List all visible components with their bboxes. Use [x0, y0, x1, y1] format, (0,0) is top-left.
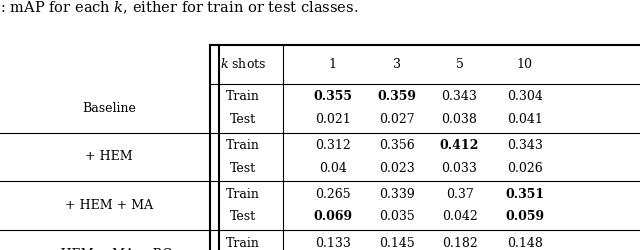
Text: 5: 5 [456, 58, 463, 71]
Text: Test: Test [230, 162, 256, 174]
Text: 0.04: 0.04 [319, 162, 347, 174]
Text: 1: 1 [329, 58, 337, 71]
Text: + HEM: + HEM [85, 150, 132, 164]
Text: 0.351: 0.351 [505, 188, 545, 201]
Text: + HEM + MA + BC: + HEM + MA + BC [46, 248, 172, 250]
Text: 0.035: 0.035 [379, 210, 415, 223]
Text: 0.412: 0.412 [440, 139, 479, 152]
Text: Test: Test [230, 210, 256, 223]
Text: Train: Train [227, 188, 260, 201]
Text: 0.355: 0.355 [314, 90, 352, 104]
Text: 0.182: 0.182 [442, 237, 477, 250]
Text: 0.033: 0.033 [442, 162, 477, 174]
Text: 0.356: 0.356 [379, 139, 415, 152]
Text: Train: Train [227, 139, 260, 152]
Text: 0.038: 0.038 [442, 113, 477, 126]
Text: 0.145: 0.145 [379, 237, 415, 250]
Text: 0.021: 0.021 [315, 113, 351, 126]
Text: 0.059: 0.059 [505, 210, 545, 223]
Text: 0.023: 0.023 [379, 162, 415, 174]
Text: 0.312: 0.312 [315, 139, 351, 152]
Text: 0.041: 0.041 [507, 113, 543, 126]
Text: 3: 3 [393, 58, 401, 71]
Text: 0.37: 0.37 [445, 188, 474, 201]
Text: Baseline: Baseline [82, 102, 136, 115]
Text: : mAP for each $k$, either for train or test classes.: : mAP for each $k$, either for train or … [0, 0, 358, 16]
Text: 0.148: 0.148 [507, 237, 543, 250]
Text: 0.304: 0.304 [507, 90, 543, 104]
Text: 0.339: 0.339 [379, 188, 415, 201]
Text: Train: Train [227, 237, 260, 250]
Text: 10: 10 [517, 58, 532, 71]
Text: 0.027: 0.027 [379, 113, 415, 126]
Text: 0.026: 0.026 [507, 162, 543, 174]
Text: Train: Train [227, 90, 260, 104]
Text: 0.042: 0.042 [442, 210, 477, 223]
Text: 0.133: 0.133 [315, 237, 351, 250]
Text: Test: Test [230, 113, 256, 126]
Text: $k$ shots: $k$ shots [220, 58, 266, 71]
Text: 0.343: 0.343 [442, 90, 477, 104]
Text: 0.359: 0.359 [378, 90, 416, 104]
Text: 0.265: 0.265 [315, 188, 351, 201]
Text: 0.343: 0.343 [507, 139, 543, 152]
Text: + HEM + MA: + HEM + MA [65, 199, 153, 212]
Text: 0.069: 0.069 [313, 210, 353, 223]
